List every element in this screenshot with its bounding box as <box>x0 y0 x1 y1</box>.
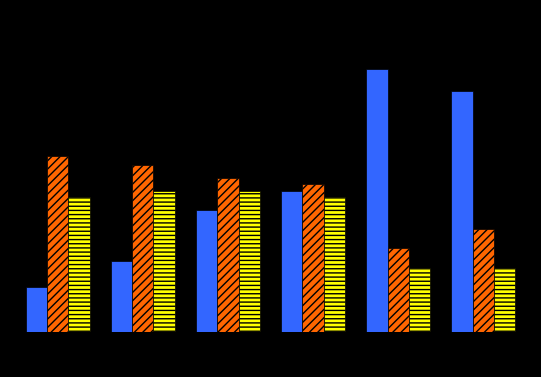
Bar <box>451 92 473 332</box>
Bar <box>473 229 494 332</box>
Bar <box>324 197 345 332</box>
Bar <box>217 178 239 332</box>
Bar <box>111 261 132 332</box>
Bar <box>154 191 175 332</box>
Bar <box>409 268 430 332</box>
Bar <box>196 210 217 332</box>
Bar <box>302 184 324 332</box>
Bar <box>387 248 409 332</box>
Bar <box>132 165 154 332</box>
Bar <box>68 197 90 332</box>
Bar <box>47 155 68 332</box>
Bar <box>494 268 515 332</box>
Bar <box>366 69 387 332</box>
Bar <box>26 287 47 332</box>
Bar <box>281 191 302 332</box>
Bar <box>239 191 260 332</box>
